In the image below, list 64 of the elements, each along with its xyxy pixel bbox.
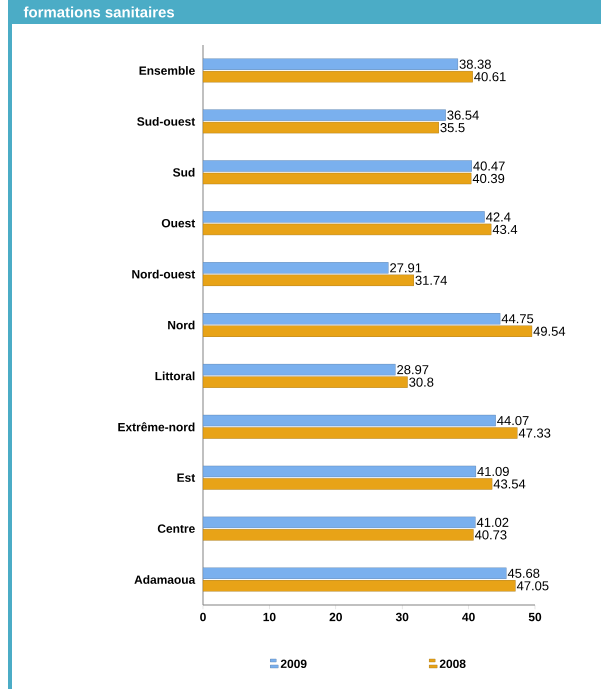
bar [202,274,414,286]
y-tick-label: Est [177,474,196,482]
bar [202,70,473,82]
y-tick-label: Ensemble [140,66,195,75]
y-tick-label: Adamaoua [134,575,196,584]
data-label: 40.39 [472,174,504,184]
data-label: 47.33 [518,428,550,438]
legend-label: 2008 [440,660,466,668]
x-tick-label: 50 [528,612,542,622]
data-label: 30.8 [409,378,434,387]
x-tick-label: 20 [330,612,342,622]
bar [202,364,396,376]
data-label: 41.09 [477,466,509,476]
data-label: 47.05 [516,581,548,590]
bar [202,414,496,426]
bar [202,427,518,439]
x-tick-label: 30 [396,612,408,622]
x-tick-label: 0 [200,612,206,622]
data-label: 36.54 [447,110,479,120]
bar [202,580,516,592]
data-label: 40.47 [473,161,505,171]
bar [202,262,389,274]
bar [202,516,476,528]
y-tick-label: Littoral [156,372,194,380]
data-label: 44.75 [502,314,534,324]
y-tick-label: Ouest [162,218,196,228]
y-tick-label: Nord [168,320,194,330]
bar [202,529,474,541]
bar [202,376,408,388]
data-label: 42.4 [486,212,511,222]
data-label: 31.74 [415,276,447,285]
y-tick-label: Sud [172,168,194,177]
x-tick-label: 40 [462,612,475,622]
legend-label: 2009 [280,660,307,668]
data-label: 41.02 [476,518,508,527]
y-tick-label: Nord-ouest [132,270,196,278]
bar [202,466,476,478]
data-label: 44.07 [497,416,529,426]
x-tick-label: 10 [264,612,276,622]
y-tick-label: Extrême-nord [118,422,194,432]
bar [202,172,472,184]
y-tick-label: Sud-ouest [137,116,196,126]
bar [202,160,472,172]
data-label: 27.91 [390,263,422,272]
bar [202,224,492,236]
bar [202,211,485,223]
data-label: 43.54 [494,479,526,489]
bar [202,313,500,324]
data-label: 28.97 [397,365,428,374]
data-label: 40.73 [474,530,506,540]
bar [202,568,507,579]
bar [202,109,446,121]
chart-title: formations sanitaires [24,6,174,18]
data-label: 35.5 [440,123,465,132]
bar [202,122,439,134]
bar [202,326,532,337]
data-label: 43.4 [492,224,518,234]
data-label: 38.38 [460,60,491,69]
data-label: 40.61 [474,72,506,82]
data-label: 45.68 [508,568,540,578]
data-label: 49.54 [533,326,566,336]
bar [202,58,458,70]
bar [202,478,492,490]
y-tick-label: Centre [158,524,195,533]
